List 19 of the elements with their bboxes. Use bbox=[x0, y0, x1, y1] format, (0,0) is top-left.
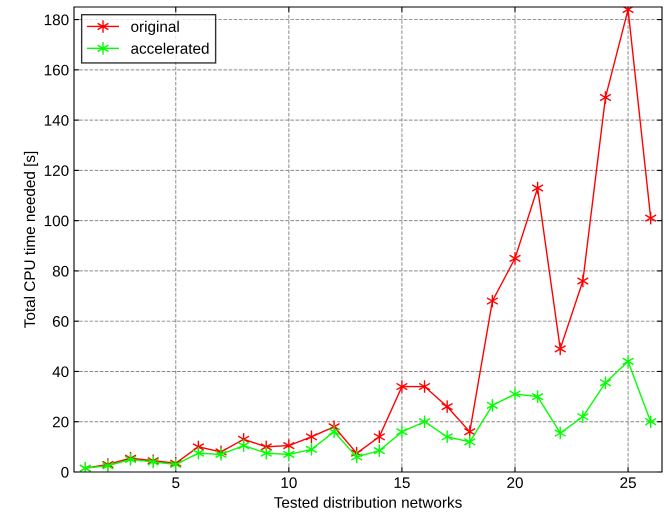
x-tick-label: 10 bbox=[282, 477, 297, 488]
y-tick-label: 120 bbox=[44, 165, 69, 176]
y-tick-label: 0 bbox=[61, 466, 69, 478]
x-tick-label: 20 bbox=[507, 477, 523, 488]
y-tick-label: 100 bbox=[44, 216, 69, 226]
x-tick-label: 25 bbox=[620, 477, 636, 488]
y-tick-label: 80 bbox=[52, 266, 69, 277]
legend-label: original bbox=[131, 20, 179, 35]
x-tick-label: 5 bbox=[172, 477, 180, 488]
y-tick-label: 60 bbox=[52, 316, 69, 327]
y-tick-label: 140 bbox=[44, 114, 69, 126]
y-axis-title: Total CPU time needed [s] bbox=[24, 152, 38, 328]
x-axis-title: Tested distribution networks bbox=[274, 496, 462, 508]
legend-label: accelerated bbox=[131, 42, 209, 54]
x-tick-label: 15 bbox=[394, 477, 410, 488]
y-tick-label: 180 bbox=[44, 14, 69, 26]
y-tick-label: 20 bbox=[52, 416, 69, 428]
y-tick-label: 40 bbox=[52, 366, 69, 378]
y-tick-label: 160 bbox=[44, 64, 69, 76]
